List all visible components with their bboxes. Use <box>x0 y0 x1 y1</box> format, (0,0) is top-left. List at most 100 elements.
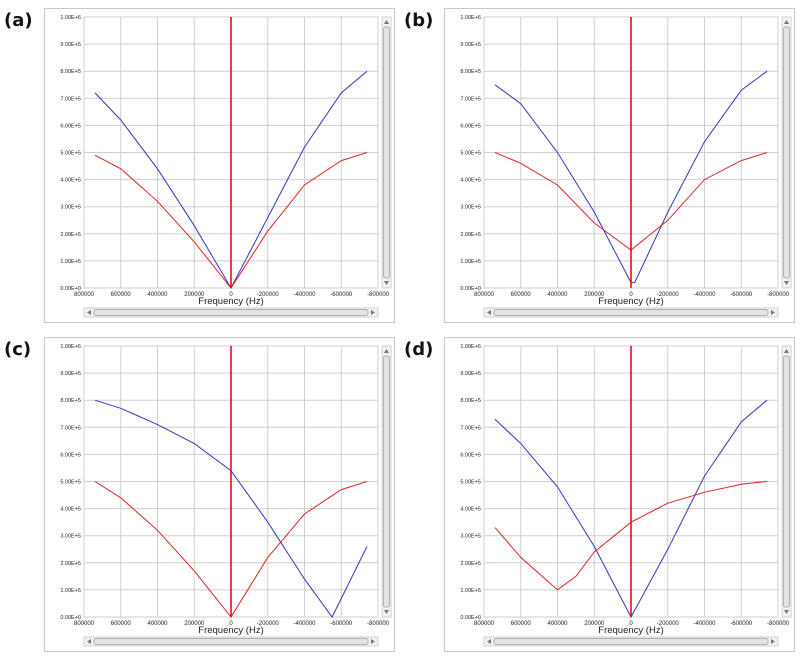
y-tick-label: 8.00E+5 <box>460 69 481 75</box>
y-tick-label: 5.00E+5 <box>460 480 481 486</box>
y-tick-label: 2.00E+5 <box>60 232 81 238</box>
scroll-right-icon <box>371 310 375 315</box>
chart-panel: (b) 0.00E+0 1.00E+5 2.00E+5 3.00E+5 4.00E+5 5.… <box>400 0 800 329</box>
y-tick-label: 8.00E+5 <box>60 69 81 75</box>
y-tick-label: 6.00E+5 <box>460 452 481 458</box>
scroll-up-icon <box>784 20 789 24</box>
x-tick-label: 0 <box>229 621 233 627</box>
x-axis-title: Frequency (Hz) <box>598 296 663 307</box>
x-tick-label: 200000 <box>584 292 605 298</box>
x-tick-label: 800000 <box>74 621 95 627</box>
y-tick-label: 0.00E+0 <box>60 615 81 621</box>
x-tick-label: -600000 <box>730 292 753 298</box>
panel-label: (c) <box>4 339 32 360</box>
panel-label: (b) <box>404 10 434 31</box>
y-tick-label: 3.00E+5 <box>60 534 81 540</box>
horizontal-scroll-thumb <box>493 638 769 645</box>
chart-panel: (a) 0.00E+0 1.00E+5 2.00E+5 3.00E+5 4.00E+5 5.… <box>0 0 400 329</box>
series-line <box>494 481 768 591</box>
x-axis-title: Frequency (Hz) <box>198 625 263 636</box>
x-tick-label: 200000 <box>584 621 605 627</box>
vertical-scroll-thumb <box>383 26 390 279</box>
chart-svg: 0.00E+0 1.00E+5 2.00E+5 3.00E+5 4.00E+5 5.00E… <box>460 344 792 647</box>
scroll-left-icon <box>487 310 491 315</box>
x-tick-label: 200000 <box>184 292 205 298</box>
y-tick-label: 6.00E+5 <box>460 123 481 129</box>
x-tick-label: 800000 <box>474 292 495 298</box>
y-tick-label: 6.00E+5 <box>60 452 81 458</box>
x-tick-label: -800000 <box>767 621 790 627</box>
scroll-right-icon <box>771 639 775 644</box>
y-tick-label: 9.00E+5 <box>60 371 81 377</box>
y-tick-label: 6.00E+5 <box>60 123 81 129</box>
y-tick-label: 1.00E+5 <box>460 259 481 265</box>
x-tick-label: -400000 <box>693 292 716 298</box>
scroll-down-icon <box>384 281 389 285</box>
vertical-scroll-thumb <box>783 355 790 608</box>
y-tick-label: 8.00E+5 <box>460 398 481 404</box>
chart-svg: 0.00E+0 1.00E+5 2.00E+5 3.00E+5 4.00E+5 5.00E… <box>60 344 392 647</box>
chart-svg: 0.00E+0 1.00E+5 2.00E+5 3.00E+5 4.00E+5 5.00E… <box>60 15 392 318</box>
chart-panel: (d) 0.00E+0 1.00E+5 2.00E+5 3.00E+5 4.00E+5 5.… <box>400 329 800 658</box>
x-tick-label: 800000 <box>474 621 495 627</box>
scroll-right-icon <box>771 310 775 315</box>
x-tick-label: -600000 <box>330 621 353 627</box>
y-tick-label: 0.00E+0 <box>60 286 81 292</box>
scroll-left-icon <box>87 310 91 315</box>
y-tick-label: 2.00E+5 <box>60 561 81 567</box>
y-tick-label: 7.00E+5 <box>460 425 481 431</box>
vertical-scroll-thumb <box>383 355 390 608</box>
y-tick-label: 5.00E+5 <box>60 480 81 486</box>
series-line <box>494 70 768 284</box>
y-tick-label: 1.00E+6 <box>460 15 481 21</box>
x-tick-label: -400000 <box>293 292 316 298</box>
y-tick-label: 4.00E+5 <box>460 178 481 184</box>
scroll-up-icon <box>384 349 389 353</box>
x-tick-label: 600000 <box>111 292 132 298</box>
y-tick-label: 4.00E+5 <box>460 507 481 513</box>
y-tick-label: 2.00E+5 <box>460 232 481 238</box>
x-tick-label: -800000 <box>367 621 390 627</box>
x-tick-label: -200000 <box>657 292 680 298</box>
x-tick-label: 400000 <box>147 292 168 298</box>
y-tick-label: 3.00E+5 <box>460 534 481 540</box>
x-axis-title: Frequency (Hz) <box>198 296 263 307</box>
chart-frame: 0.00E+0 1.00E+5 2.00E+5 3.00E+5 4.00E+5 5.00E… <box>44 337 395 652</box>
y-tick-label: 7.00E+5 <box>60 96 81 102</box>
x-tick-label: 400000 <box>547 621 568 627</box>
scroll-left-icon <box>87 639 91 644</box>
chart-frame: 0.00E+0 1.00E+5 2.00E+5 3.00E+5 4.00E+5 5.00E… <box>444 8 795 323</box>
panel-label: (a) <box>4 10 33 31</box>
y-tick-label: 8.00E+5 <box>60 398 81 404</box>
y-tick-label: 3.00E+5 <box>60 205 81 211</box>
scroll-up-icon <box>384 20 389 24</box>
chart-panel: (c) 0.00E+0 1.00E+5 2.00E+5 3.00E+5 4.00E+5 5.… <box>0 329 400 658</box>
y-tick-label: 0.00E+0 <box>460 286 481 292</box>
y-tick-label: 9.00E+5 <box>60 42 81 48</box>
y-tick-label: 3.00E+5 <box>460 205 481 211</box>
y-tick-label: 1.00E+5 <box>60 588 81 594</box>
y-tick-label: 5.00E+5 <box>60 151 81 157</box>
x-axis-title: Frequency (Hz) <box>598 625 663 636</box>
x-tick-label: 0 <box>629 621 633 627</box>
x-tick-label: -200000 <box>257 621 280 627</box>
x-tick-label: -800000 <box>367 292 390 298</box>
x-tick-label: -200000 <box>657 621 680 627</box>
y-tick-label: 7.00E+5 <box>60 425 81 431</box>
panel-label: (d) <box>404 339 434 360</box>
y-tick-label: 1.00E+5 <box>460 588 481 594</box>
vertical-scroll-thumb <box>783 26 790 279</box>
chart-frame: 0.00E+0 1.00E+5 2.00E+5 3.00E+5 4.00E+5 5.00E… <box>444 337 795 652</box>
y-tick-label: 9.00E+5 <box>460 371 481 377</box>
horizontal-scroll-thumb <box>93 309 369 316</box>
y-tick-label: 1.00E+6 <box>460 344 481 350</box>
x-tick-label: 400000 <box>147 621 168 627</box>
x-tick-label: -800000 <box>767 292 790 298</box>
y-tick-label: 2.00E+5 <box>460 561 481 567</box>
scroll-left-icon <box>487 639 491 644</box>
x-tick-label: 600000 <box>511 292 532 298</box>
x-tick-label: 600000 <box>111 621 132 627</box>
chart-svg: 0.00E+0 1.00E+5 2.00E+5 3.00E+5 4.00E+5 5.00E… <box>460 15 792 318</box>
y-tick-label: 0.00E+0 <box>460 615 481 621</box>
y-tick-label: 4.00E+5 <box>60 178 81 184</box>
